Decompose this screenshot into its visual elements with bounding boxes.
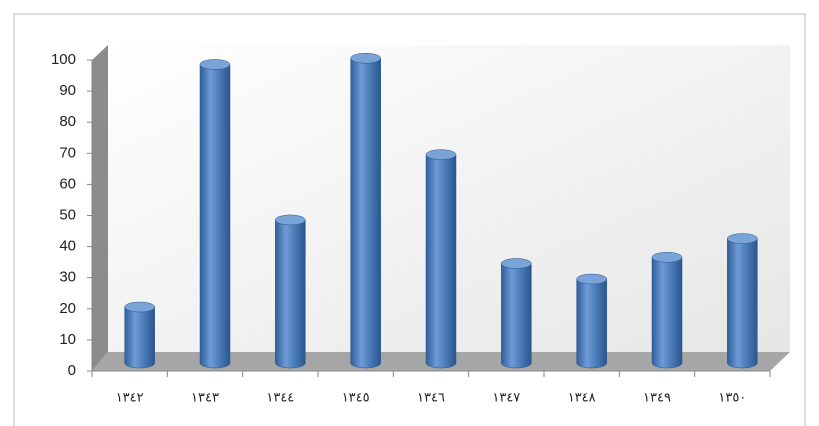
side-wall bbox=[92, 45, 108, 371]
frame bbox=[13, 13, 806, 426]
bar-cap bbox=[199, 59, 231, 70]
bar-cap bbox=[275, 214, 306, 226]
bar bbox=[576, 278, 607, 369]
bar bbox=[501, 263, 532, 369]
x-tick-label: ١٣٤٤ bbox=[266, 391, 294, 406]
bar bbox=[199, 64, 231, 369]
x-tick-label: ١٣٤٨ bbox=[568, 391, 596, 406]
bar-cap bbox=[727, 233, 758, 244]
y-tick-label: 40 bbox=[59, 238, 76, 255]
x-tick-label: ١٣٤٧ bbox=[492, 391, 520, 406]
bar-cap bbox=[124, 301, 155, 313]
bar bbox=[275, 219, 306, 369]
x-tick-label: ١٣٤٢ bbox=[116, 391, 144, 406]
y-tick-label: 0 bbox=[68, 362, 76, 379]
x-tick-label: ١٣٤٩ bbox=[643, 391, 671, 406]
bar bbox=[350, 57, 381, 369]
bar bbox=[124, 306, 155, 369]
bar-cap bbox=[651, 252, 683, 263]
x-tick-label: ١٣٤٥ bbox=[342, 391, 370, 406]
x-tick-label: ١٣٤٣ bbox=[191, 391, 219, 406]
y-tick-label: 50 bbox=[59, 206, 76, 223]
bar-cap bbox=[576, 273, 607, 285]
y-tick-label: 70 bbox=[59, 144, 76, 161]
x-tick-label: ١٣٥٠ bbox=[718, 391, 746, 406]
y-tick-label: 100 bbox=[51, 51, 76, 68]
x-tick-label: ١٣٤٦ bbox=[417, 391, 445, 406]
bar bbox=[425, 154, 457, 369]
y-tick-label: 90 bbox=[59, 82, 76, 99]
y-tick-label: 20 bbox=[59, 300, 76, 317]
bar-cap bbox=[350, 52, 381, 64]
y-tick-label: 10 bbox=[59, 331, 76, 348]
bar-cap bbox=[501, 258, 532, 269]
bar bbox=[651, 257, 683, 369]
bar-cap bbox=[425, 149, 457, 160]
y-tick-label: 30 bbox=[59, 269, 76, 286]
y-tick-label: 60 bbox=[59, 175, 76, 192]
y-tick-label: 80 bbox=[59, 113, 76, 130]
bar bbox=[727, 238, 758, 369]
